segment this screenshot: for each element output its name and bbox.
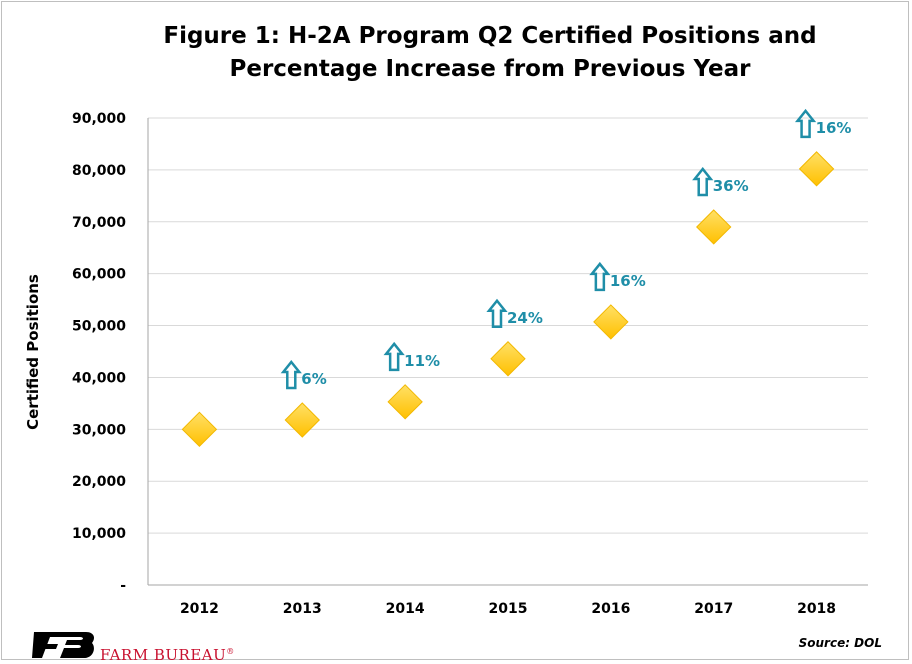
- x-tick-label: 2015: [489, 601, 528, 617]
- y-tick-label: 20,000: [72, 474, 126, 490]
- farm-bureau-logo: FARM BUREAU®: [28, 628, 238, 664]
- x-tick-label: 2012: [180, 601, 219, 617]
- percent-increase-label: 6%: [301, 370, 326, 388]
- percent-increase-label: 24%: [507, 309, 543, 327]
- x-tick-label: 2016: [591, 601, 630, 617]
- logo-name: FARM BUREAU: [100, 646, 227, 664]
- x-tick-label: 2017: [694, 601, 733, 617]
- chart-title-line-1: Figure 1: H-2A Program Q2 Certified Posi…: [163, 23, 817, 49]
- up-arrow-icon: [692, 166, 714, 197]
- data-point-diamond: [284, 402, 320, 438]
- percent-increase-label: 36%: [713, 177, 749, 195]
- percent-increase-label: 16%: [610, 272, 646, 290]
- chart-title: Figure 1: H-2A Program Q2 Certified Posi…: [80, 20, 900, 86]
- data-point-diamond: [387, 384, 423, 420]
- y-tick-label: 40,000: [72, 370, 126, 386]
- up-arrow-icon: [589, 261, 611, 292]
- x-tick-label: 2018: [797, 601, 836, 617]
- data-point-diamond: [696, 209, 732, 245]
- up-arrow-icon: [280, 359, 302, 390]
- y-tick-label: -: [120, 578, 126, 594]
- data-point-diamond: [798, 151, 835, 187]
- y-tick-label: 90,000: [72, 111, 126, 127]
- y-tick-label: 10,000: [72, 526, 126, 542]
- source-note: Source: DOL: [798, 636, 882, 650]
- data-point-diamond: [490, 341, 526, 377]
- up-arrow-icon: [794, 108, 817, 139]
- x-tick-label: 2013: [283, 601, 322, 617]
- y-tick-label: 60,000: [72, 267, 126, 283]
- y-tick-label: 30,000: [72, 422, 126, 438]
- percent-increase-label: 16%: [816, 119, 852, 137]
- percent-increase-label: 11%: [404, 352, 440, 370]
- data-point-diamond: [181, 411, 218, 448]
- up-arrow-icon: [383, 341, 405, 372]
- logo-registered-mark: ®: [226, 647, 235, 656]
- chart-title-line-2: Percentage Increase from Previous Year: [229, 56, 751, 82]
- fb-logo-icon: [32, 632, 94, 658]
- up-arrow-icon: [486, 298, 508, 329]
- data-point-diamond: [593, 304, 629, 340]
- y-tick-label: 80,000: [72, 163, 126, 179]
- logo-text: FARM BUREAU®: [100, 646, 235, 664]
- x-tick-label: 2014: [386, 601, 425, 617]
- y-tick-label: 50,000: [72, 319, 126, 335]
- y-tick-label: 70,000: [72, 215, 126, 231]
